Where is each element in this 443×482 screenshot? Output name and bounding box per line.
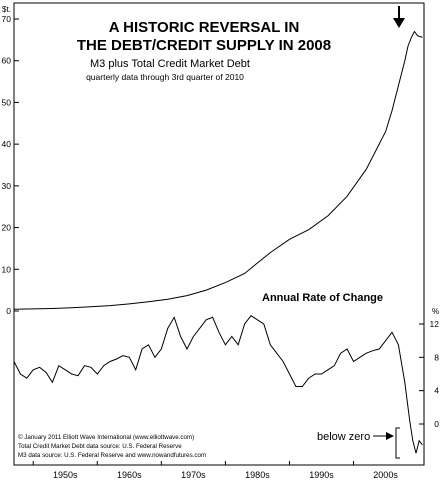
bottom-y-tick-label: 4 [434, 386, 439, 396]
bottom-y-axis: 12 8 4 0 [419, 319, 439, 429]
x-tick-label: 1990s [309, 470, 334, 480]
top-y-tick-label: 0 [6, 306, 11, 316]
below-zero-bracket [395, 427, 400, 459]
series-line-rate-of-change [13, 315, 423, 454]
source-line-3: M3 data source: U.S. Federal Reserve and… [18, 452, 206, 459]
below-zero-annotation: below zero [317, 431, 370, 443]
x-axis: 1950s 1960s 1970s 1980s 1990s 2000s [32, 461, 398, 480]
x-tick-label: 1950s [53, 470, 78, 480]
top-y-axis: 0 10 20 30 40 50 60 70 [2, 14, 19, 316]
source-line-1: © January 2011 Elliott Wave Internationa… [18, 434, 194, 441]
x-tick-label: 2000s [373, 470, 398, 480]
top-y-tick-label: 30 [2, 181, 12, 191]
x-tick-label: 1980s [245, 470, 270, 480]
top-y-tick-label: 10 [2, 264, 12, 274]
annotation-arrow-icon [373, 432, 394, 440]
chart-subtitle-2: quarterly data through 3rd quarter of 20… [86, 72, 244, 82]
top-y-unit-label: $t. [2, 5, 11, 14]
source-line-2: Total Credit Market Debt data source: U.… [18, 443, 182, 450]
top-y-tick-label: 60 [2, 56, 12, 66]
top-y-tick-label: 50 [2, 97, 12, 107]
chart-title-line-2: THE DEBT/CREDIT SUPPLY IN 2008 [77, 37, 331, 54]
top-y-tick-label: 40 [2, 139, 12, 149]
x-tick-label: 1960s [117, 470, 142, 480]
bottom-y-tick-label: 12 [430, 319, 440, 329]
x-tick-label: 1970s [181, 470, 206, 480]
series-line-debt [13, 30, 423, 310]
down-arrow-icon [393, 6, 405, 28]
top-y-tick-label: 20 [2, 223, 12, 233]
bottom-y-tick-label: 8 [434, 352, 439, 362]
bottom-y-tick-label: 0 [434, 419, 439, 429]
top-y-tick-label: 70 [2, 14, 12, 24]
lower-panel-title: Annual Rate of Change [262, 292, 383, 304]
bottom-y-unit-label: % [432, 307, 439, 316]
chart-subtitle: M3 plus Total Credit Market Debt [90, 58, 250, 70]
chart-title-line-1: A HISTORIC REVERSAL IN [109, 19, 300, 36]
